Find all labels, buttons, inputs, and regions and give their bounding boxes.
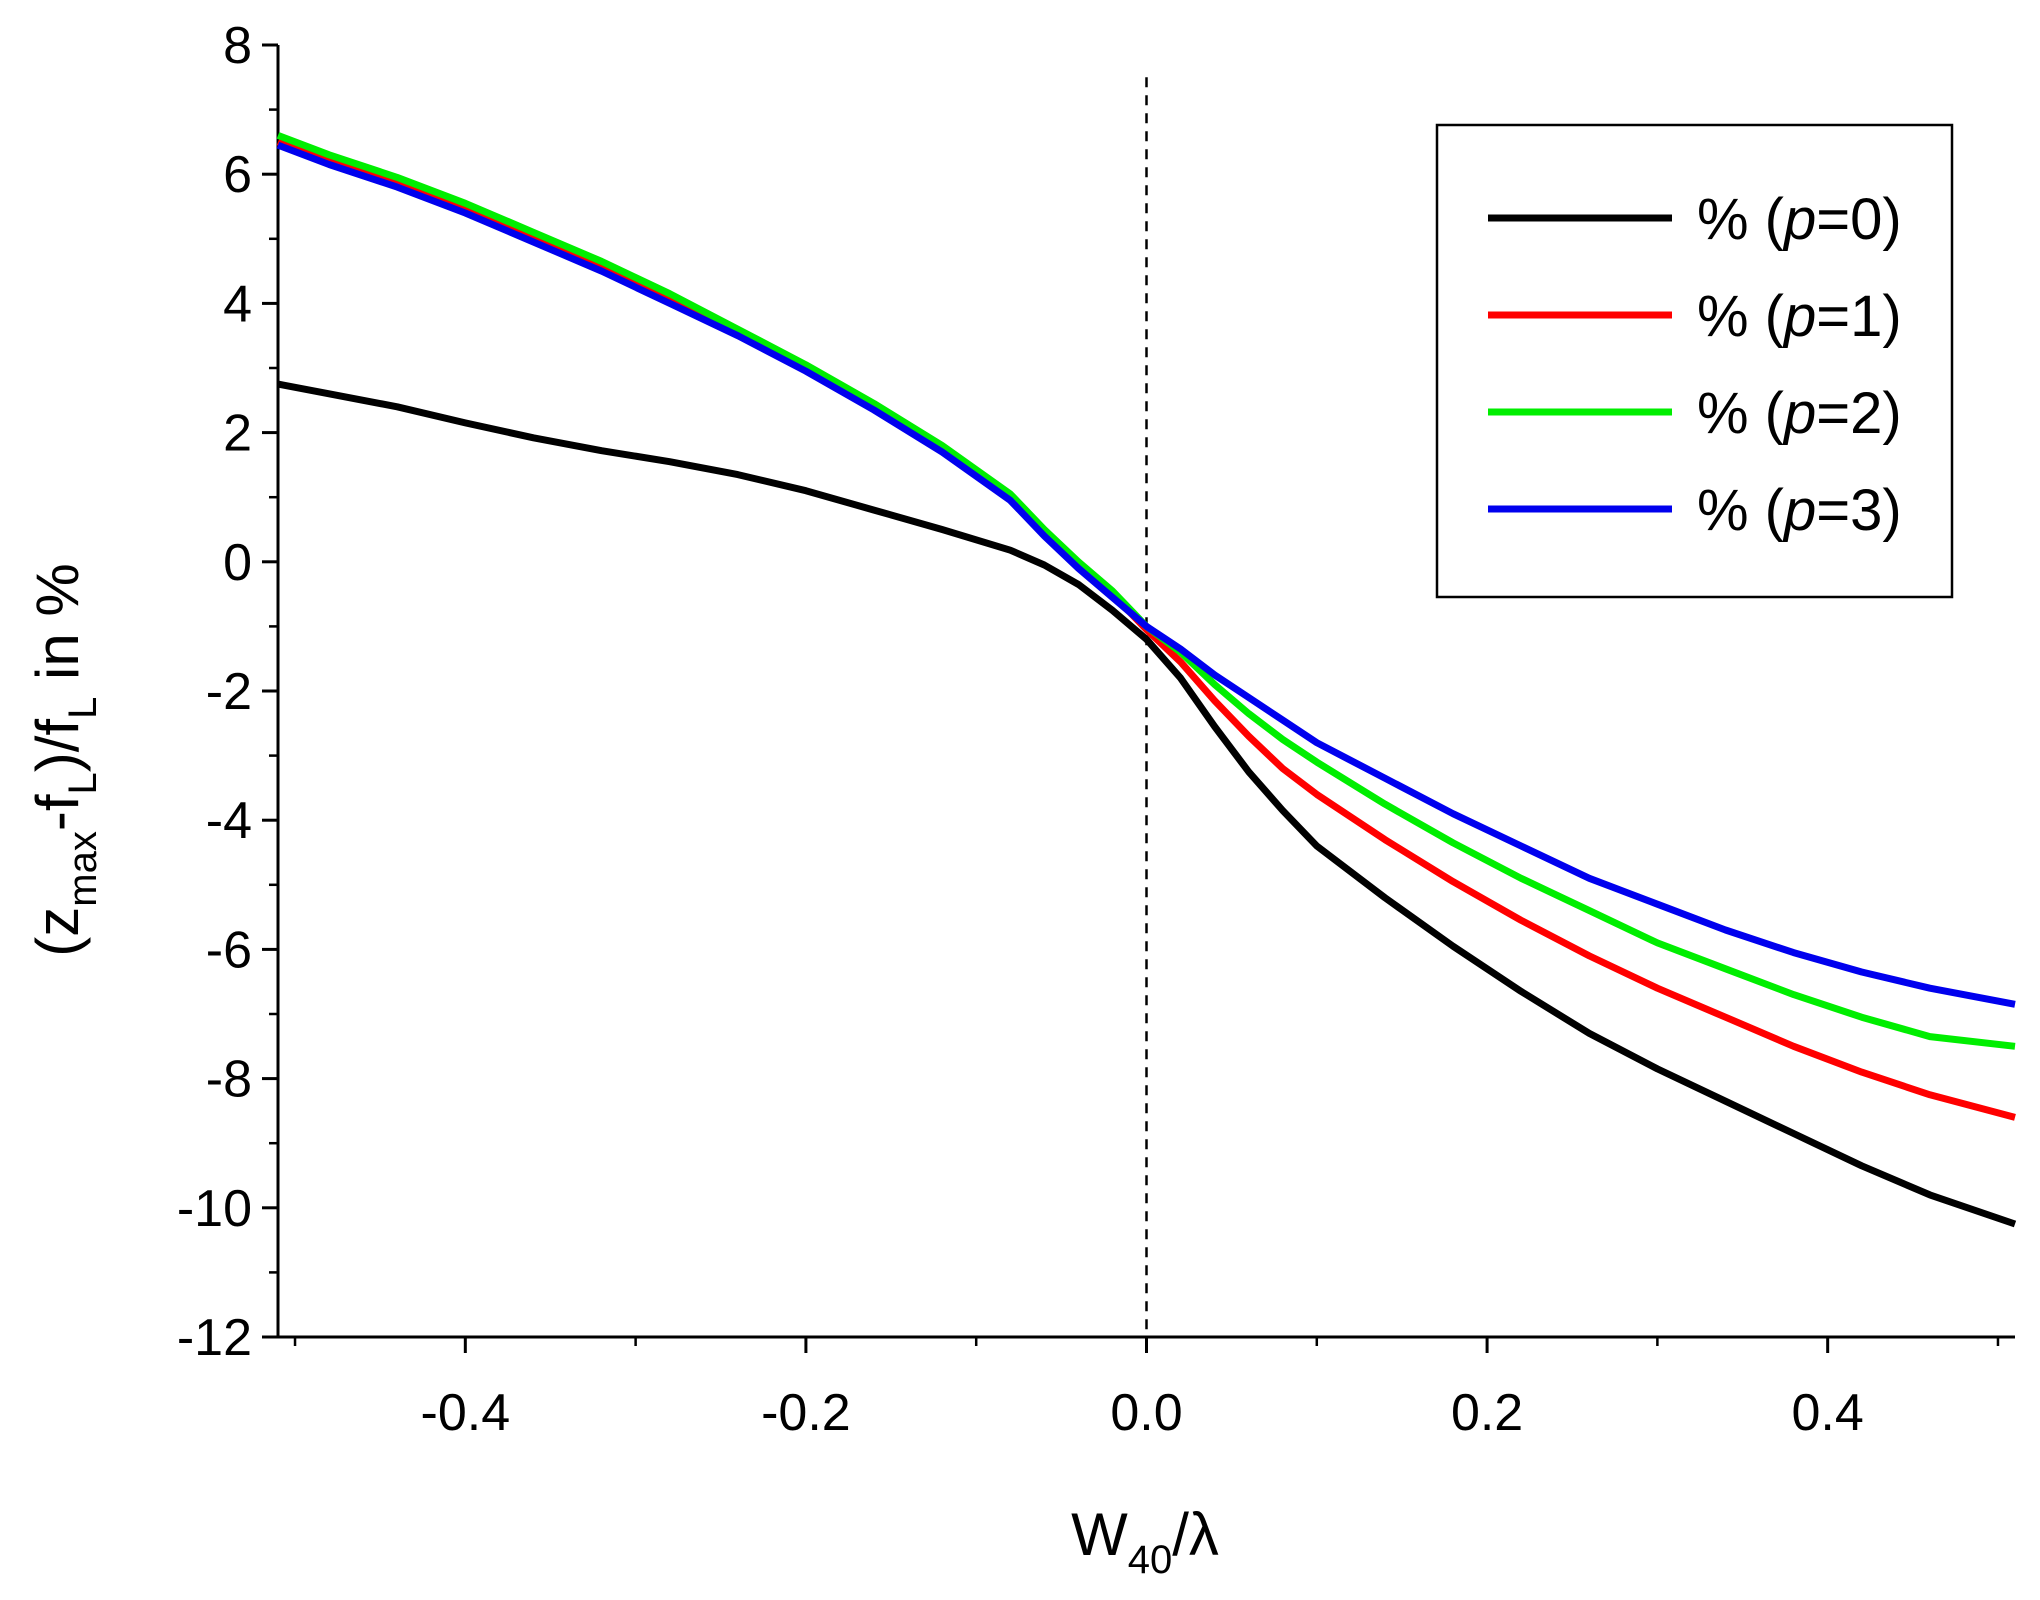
y-tick-label: 2 <box>223 405 252 463</box>
legend: % (p=0) % (p=1) % (p=2) % (p=3) <box>1435 123 1954 599</box>
y-tick-label: -2 <box>206 663 252 721</box>
x-axis-title: W40/λ <box>1071 1501 1219 1582</box>
x-tick-label: 0.2 <box>1451 1384 1523 1442</box>
x-tick-label: -0.4 <box>421 1384 511 1442</box>
y-axis-title: (zmax-fL)/fL in % <box>24 563 105 956</box>
axes-group: -12 -10 -8 -6 -4 -2 0 2 4 6 8 -0.4 -0.2 0.0 0.2 0.4 <box>177 17 2015 1442</box>
y-tick-label: 6 <box>223 146 252 204</box>
series-group <box>276 132 2017 1228</box>
y-tick-label: -4 <box>206 792 252 850</box>
legend-label-p1: % (p=1) <box>1697 284 1902 349</box>
x-tick-label: 0.0 <box>1110 1384 1182 1442</box>
legend-label-p2: % (p=2) <box>1697 381 1902 446</box>
y-tick-label: 4 <box>223 275 252 333</box>
x-tick-label: 0.4 <box>1792 1384 1864 1442</box>
legend-box <box>1435 123 1954 599</box>
y-tick-label: 0 <box>223 534 252 592</box>
legend-label-p0: % (p=0) <box>1697 187 1902 252</box>
series-line-p3 <box>276 141 2016 1008</box>
series-line-p0 <box>277 380 2017 1228</box>
y-tick-label: -12 <box>177 1309 252 1367</box>
y-tick-label: -10 <box>177 1180 252 1238</box>
y-tick-label: 8 <box>223 17 252 75</box>
legend-label-p3: % (p=3) <box>1697 478 1902 543</box>
y-tick-label: -6 <box>206 921 252 979</box>
y-tick-label: -8 <box>206 1051 252 1109</box>
x-tick-label: -0.2 <box>761 1384 851 1442</box>
